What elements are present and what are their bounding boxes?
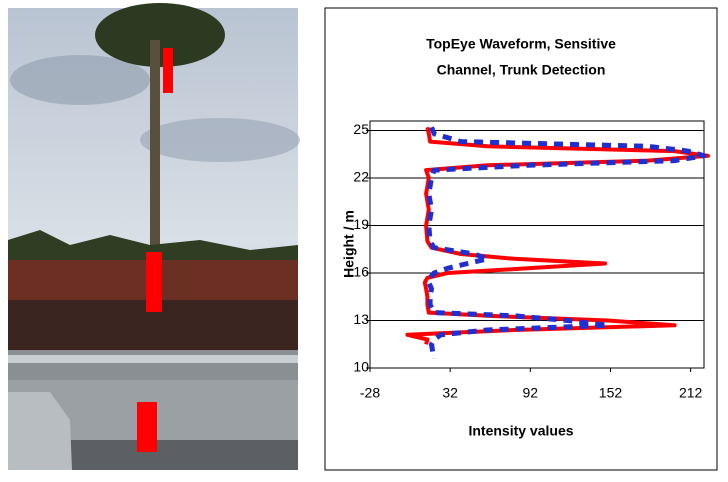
photo	[8, 3, 300, 470]
y-tick-label: 25	[353, 121, 369, 137]
y-tick-label: 16	[353, 264, 369, 280]
y-tick-label: 10	[353, 359, 369, 375]
y-tick-label: 13	[353, 311, 369, 327]
x-axis-label: Intensity values	[468, 423, 573, 439]
x-tick-label: -28	[360, 385, 380, 401]
chart-title: TopEye Waveform, Sensitive	[426, 36, 616, 52]
x-tick-label: 212	[679, 385, 703, 401]
page: TopEye Waveform, Sensitive Channel, Trun…	[0, 0, 728, 477]
plot: 10 13 16 19 22 25 -28 32 92 152 212	[353, 121, 708, 401]
chart-title: Channel, Trunk Detection	[437, 62, 606, 78]
x-tick-label: 152	[599, 385, 623, 401]
y-tick-label: 22	[353, 169, 369, 185]
x-tick-label: 32	[442, 385, 458, 401]
x-tick-label: 92	[523, 385, 539, 401]
y-tick-label: 19	[353, 216, 369, 232]
